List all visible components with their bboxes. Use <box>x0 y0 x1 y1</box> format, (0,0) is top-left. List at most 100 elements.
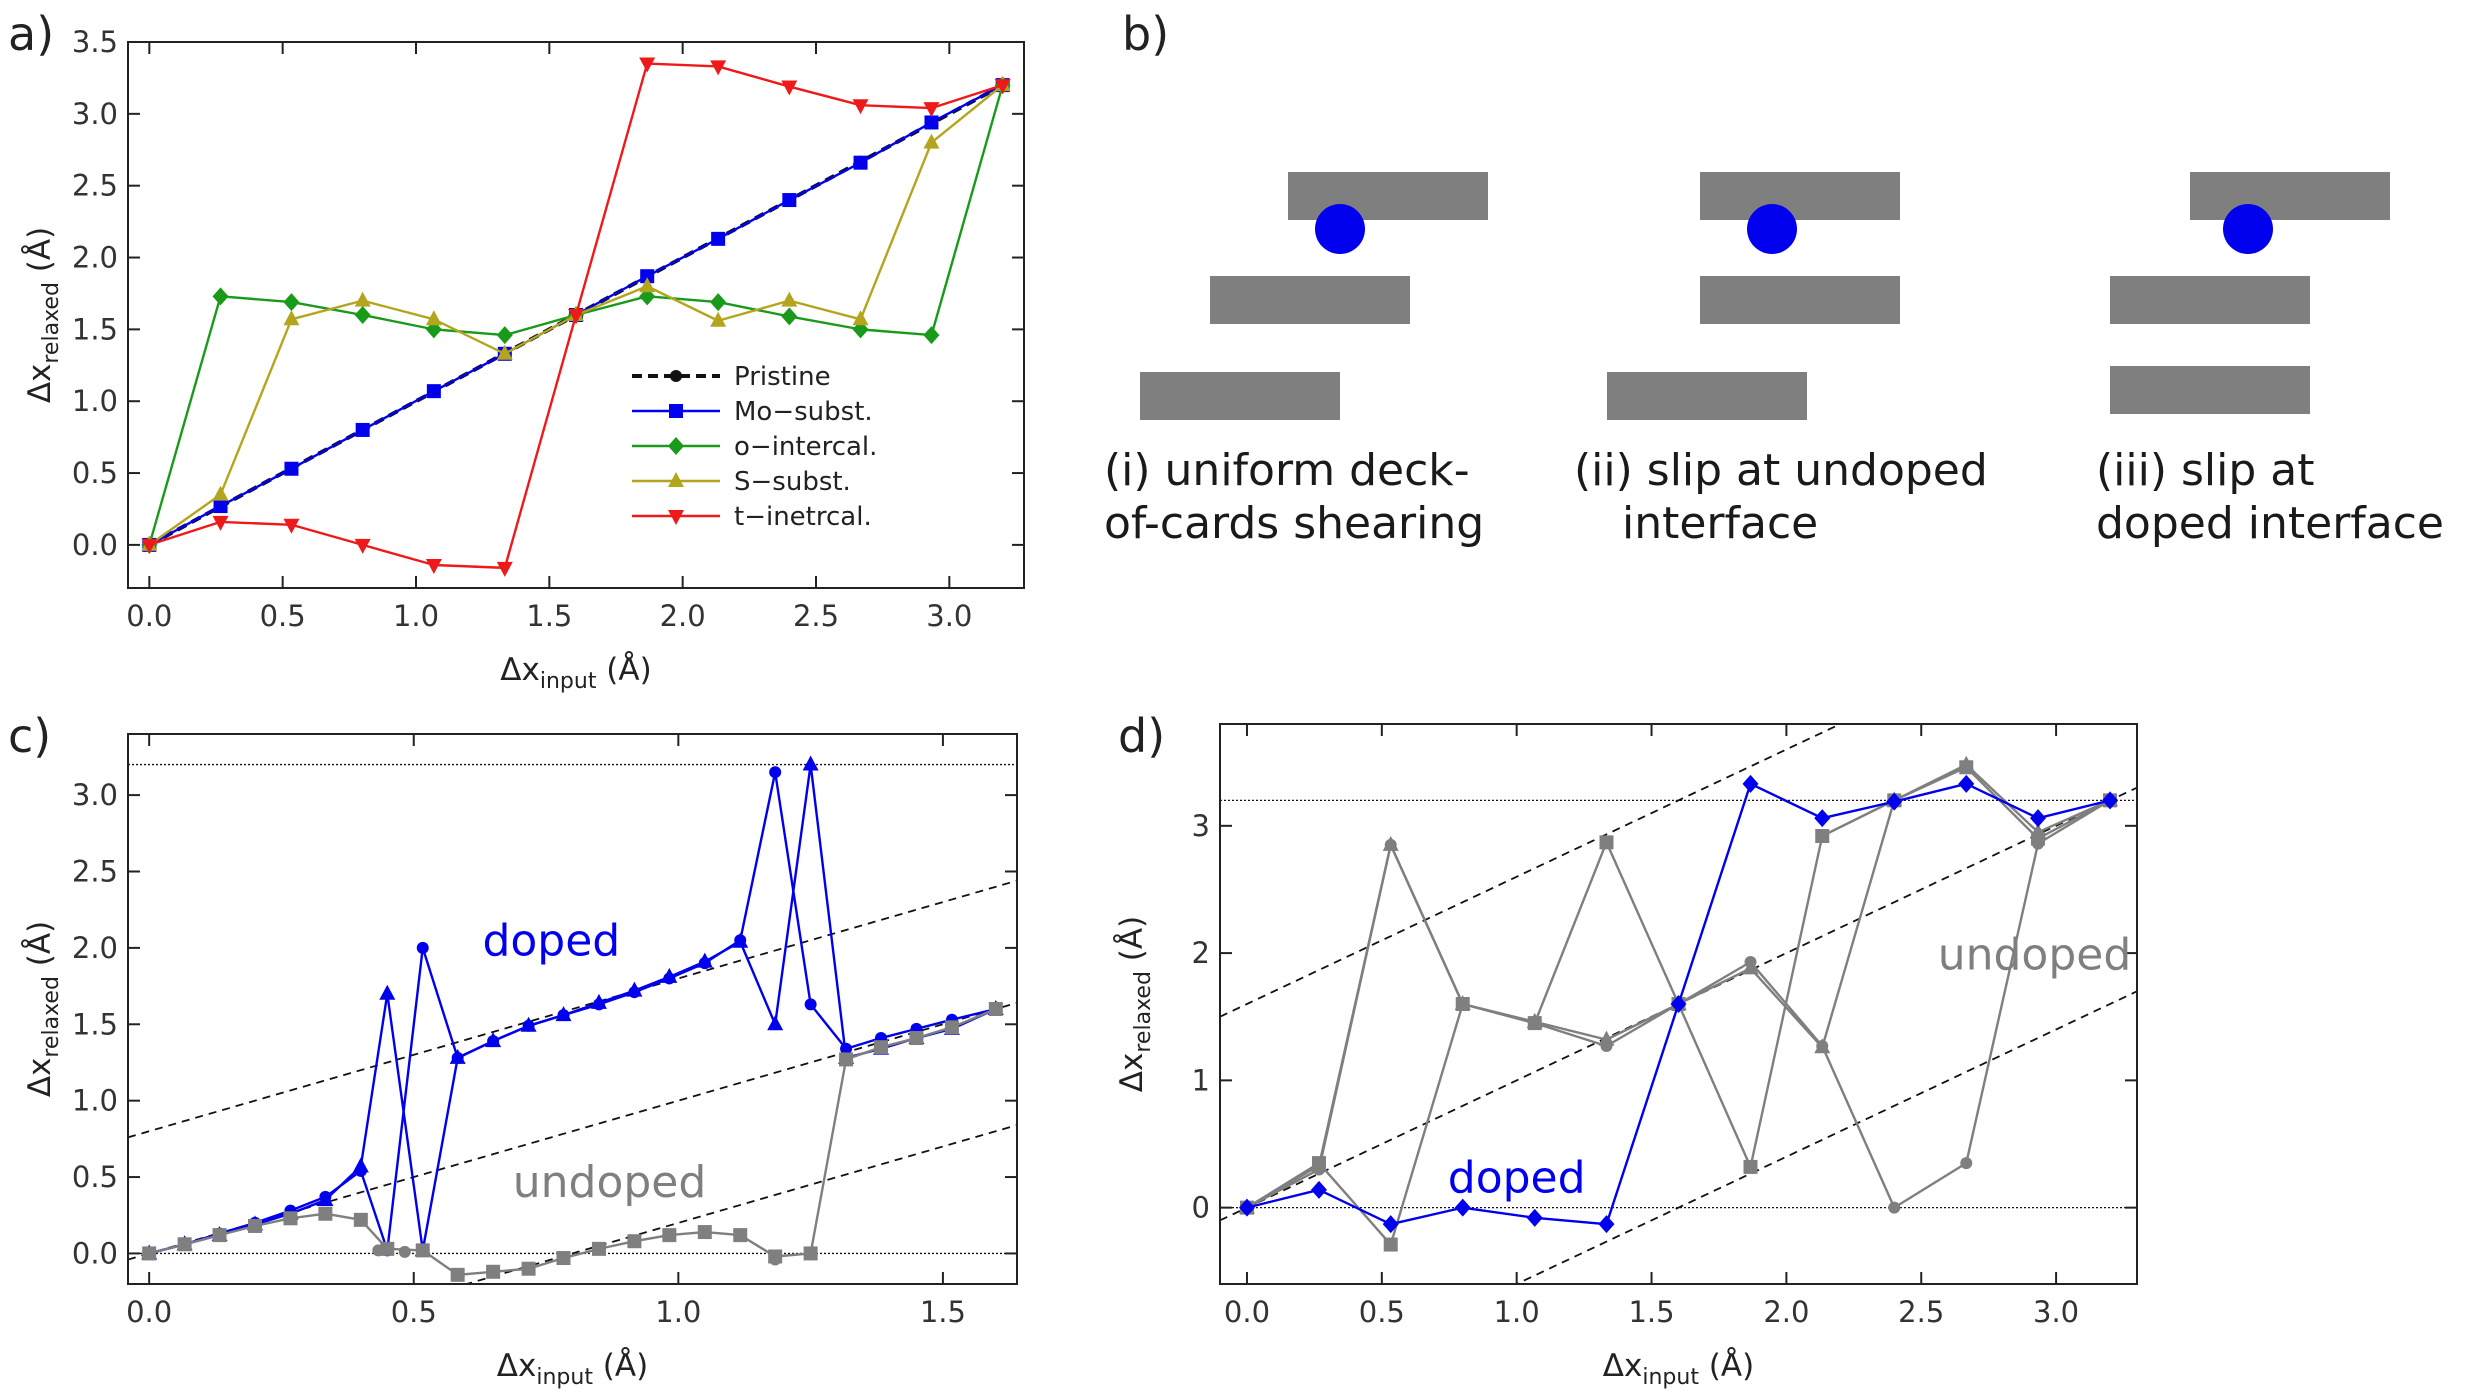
diagonal-guide-line <box>1220 724 1843 1018</box>
data-point-doped-circle <box>804 998 817 1011</box>
data-point-undoped-circle <box>398 1245 411 1258</box>
data-point-t−inetrcal. <box>923 102 940 118</box>
caption-iii-line2: doped interface <box>2096 498 2444 549</box>
y-tick-label: 0.5 <box>72 456 118 490</box>
data-point-doped <box>2030 809 2047 828</box>
panel-c-chart: 0.0 0.5 1.0 1.5 0.0 0.5 1.0 1.5 2.0 2.5 3.0 Δxinput… <box>22 733 1018 1390</box>
x-tick-label: 1.0 <box>393 599 439 633</box>
data-point-Mo−subst. <box>711 231 726 246</box>
y-tick-label: 1.5 <box>72 1007 118 1041</box>
caption-i-line1: (i) uniform deck- <box>1104 445 1470 496</box>
plot-frame <box>1219 723 2138 1285</box>
data-point-doped <box>1238 1198 1255 1217</box>
panel-d-chart: 0.0 0.5 1.0 1.5 2.0 2.5 3.0 0 1 2 3 Δxinput (Å) Δxre… <box>1114 723 2138 1390</box>
slab-ii-middle <box>1700 276 1900 324</box>
data-point-undoped-circle <box>372 1244 385 1257</box>
data-point-undoped-c <box>2030 823 2047 839</box>
data-point-Mo−subst. <box>213 499 228 514</box>
data-point-S−subst. <box>283 310 300 326</box>
slab-ii-top <box>1700 172 1900 220</box>
y-tick-label: 1 <box>1192 1063 1210 1097</box>
data-point-undoped-square <box>988 1002 1003 1016</box>
data-point-undoped-square <box>627 1234 642 1249</box>
legend-marker <box>669 404 683 418</box>
data-point-doped <box>1958 774 1975 793</box>
data-point-o−intercal. <box>923 326 940 345</box>
diagonal-guide-line <box>128 879 1017 1139</box>
data-point-t−inetrcal. <box>852 99 869 115</box>
data-point-undoped-c <box>1958 755 1975 771</box>
legend-entry: t−inetrcal. <box>734 502 872 532</box>
caption-ii-line1: (ii) slip at undoped <box>1574 445 1988 496</box>
dopant-atom-ii <box>1747 204 1797 254</box>
data-point-S−subst. <box>639 277 656 293</box>
x-tick-label: 1.0 <box>1494 1295 1540 1329</box>
slab-i-top <box>1288 172 1488 220</box>
panel-label-b: b) <box>1122 7 1169 61</box>
legend-marker <box>668 437 684 455</box>
diagonal-guide-line <box>1514 990 2137 1284</box>
data-point-undoped-square <box>177 1237 192 1252</box>
data-point-doped <box>1814 809 1831 828</box>
data-point-doped-triangle <box>317 1190 334 1206</box>
data-point-undoped-c <box>1742 959 1759 975</box>
y-tick-label: 1.0 <box>72 384 118 418</box>
data-point-undoped-square <box>318 1206 333 1221</box>
data-point-S−subst. <box>710 311 727 327</box>
data-point-Mo−subst. <box>284 461 299 476</box>
data-point-undoped-square <box>521 1261 536 1276</box>
y-axis-label: Δxrelaxed (Å) <box>22 921 64 1097</box>
data-point-t−inetrcal. <box>781 80 798 96</box>
y-tick-label: 0.0 <box>72 1236 118 1270</box>
data-point-S−subst. <box>781 291 798 307</box>
y-tick-label: 1.0 <box>72 1084 118 1118</box>
series-line-undoped-square <box>148 1007 997 1277</box>
panel-b-schematic: (i) uniform deck- of-cards shearing (ii)… <box>1104 172 2444 549</box>
data-point-S−subst. <box>496 344 513 360</box>
data-point-undoped-a <box>1888 1201 1901 1214</box>
data-point-doped-triangle <box>379 984 396 1000</box>
data-point-undoped-square <box>556 1251 571 1266</box>
data-point-S−subst. <box>923 133 940 149</box>
data-point-o−intercal. <box>781 307 798 326</box>
x-tick-label: 0.0 <box>1224 1295 1270 1329</box>
series-annotation-undoped: undoped <box>513 1157 707 1208</box>
data-point-doped <box>1382 1215 1399 1234</box>
slab-i-middle <box>1210 276 1410 324</box>
data-point-Mo−subst. <box>355 422 370 437</box>
plot-frame <box>127 733 1018 1285</box>
data-point-undoped-square <box>839 1052 854 1067</box>
data-point-undoped-square <box>697 1225 712 1240</box>
data-point-doped-triangle <box>485 1032 502 1048</box>
diagonal-guide-line <box>463 1124 1017 1284</box>
data-point-doped-triangle <box>767 1015 784 1031</box>
series-annotation-undoped: undoped <box>1938 930 2132 981</box>
data-point-undoped-c <box>1598 1030 1615 1046</box>
data-point-undoped-square <box>450 1267 465 1282</box>
slab-iii-bottom <box>2110 366 2310 414</box>
caption-i-line2: of-cards shearing <box>1104 498 1484 549</box>
data-point-undoped-b <box>1815 829 1830 843</box>
x-tick-label: 3.0 <box>926 599 972 633</box>
y-tick-label: 0.5 <box>72 1160 118 1194</box>
legend-entry: Mo−subst. <box>734 397 873 427</box>
data-point-undoped-square <box>415 1243 430 1258</box>
data-point-doped-triangle <box>732 932 749 948</box>
chart-a-plot-area <box>141 57 1011 577</box>
data-point-undoped-square <box>874 1040 889 1055</box>
y-tick-label: 2.5 <box>72 855 118 889</box>
y-tick-label: 2.5 <box>72 169 118 203</box>
data-point-doped <box>1454 1198 1471 1217</box>
x-axis-label: Δxinput (Å) <box>500 652 651 694</box>
data-point-doped <box>2102 791 2119 810</box>
x-tick-label: 0.5 <box>260 599 306 633</box>
data-point-undoped-square <box>591 1241 606 1256</box>
data-point-undoped-square <box>142 1246 157 1261</box>
data-point-t−inetrcal. <box>639 57 656 73</box>
data-point-t−inetrcal. <box>354 538 371 554</box>
y-tick-label: 2.0 <box>72 931 118 965</box>
data-point-undoped-b <box>1743 1159 1758 1174</box>
data-point-doped <box>1310 1180 1327 1199</box>
dopant-atom-iii <box>2223 204 2273 254</box>
